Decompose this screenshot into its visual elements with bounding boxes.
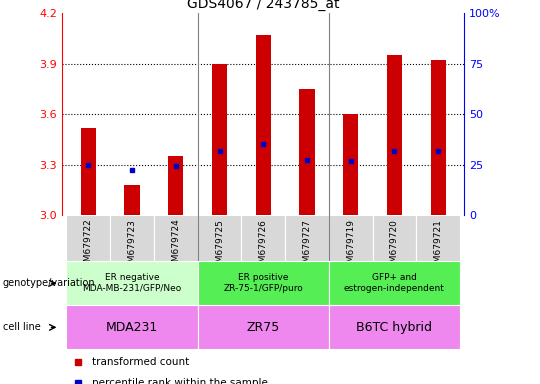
Bar: [198, 215, 241, 261]
Text: B6TC hybrid: B6TC hybrid: [356, 321, 433, 334]
Text: percentile rank within the sample: percentile rank within the sample: [92, 377, 268, 384]
Bar: [110, 215, 154, 261]
Text: GSM679724: GSM679724: [171, 219, 180, 273]
Text: ER negative
MDA-MB-231/GFP/Neo: ER negative MDA-MB-231/GFP/Neo: [83, 273, 181, 293]
Text: GSM679720: GSM679720: [390, 219, 399, 274]
Bar: [255, 35, 271, 215]
Text: GSM679721: GSM679721: [434, 219, 443, 274]
Bar: [198, 305, 329, 349]
Text: GSM679725: GSM679725: [215, 219, 224, 274]
Text: GSM679727: GSM679727: [302, 219, 312, 274]
Text: GSM679726: GSM679726: [259, 219, 268, 274]
Bar: [66, 215, 110, 261]
Bar: [329, 305, 460, 349]
Text: GFP+ and
estrogen-independent: GFP+ and estrogen-independent: [344, 273, 445, 293]
Bar: [241, 215, 285, 261]
Bar: [285, 215, 329, 261]
Text: transformed count: transformed count: [92, 358, 190, 367]
Bar: [124, 185, 140, 215]
Title: GDS4067 / 243785_at: GDS4067 / 243785_at: [187, 0, 340, 11]
Text: ZR75: ZR75: [247, 321, 280, 334]
Text: cell line: cell line: [3, 322, 40, 333]
Bar: [168, 156, 184, 215]
Bar: [198, 261, 329, 305]
Text: GSM679722: GSM679722: [84, 219, 93, 273]
Bar: [154, 215, 198, 261]
Text: MDA231: MDA231: [106, 321, 158, 334]
Text: ER positive
ZR-75-1/GFP/puro: ER positive ZR-75-1/GFP/puro: [224, 273, 303, 293]
Bar: [343, 114, 359, 215]
Bar: [373, 215, 416, 261]
Bar: [329, 261, 460, 305]
Text: GSM679719: GSM679719: [346, 219, 355, 274]
Bar: [299, 89, 315, 215]
Text: GSM679723: GSM679723: [127, 219, 137, 274]
Bar: [329, 215, 373, 261]
Bar: [416, 215, 460, 261]
Bar: [387, 55, 402, 215]
Text: genotype/variation: genotype/variation: [3, 278, 96, 288]
Bar: [80, 128, 96, 215]
Bar: [66, 305, 198, 349]
Bar: [66, 261, 198, 305]
Bar: [212, 64, 227, 215]
Bar: [430, 61, 446, 215]
